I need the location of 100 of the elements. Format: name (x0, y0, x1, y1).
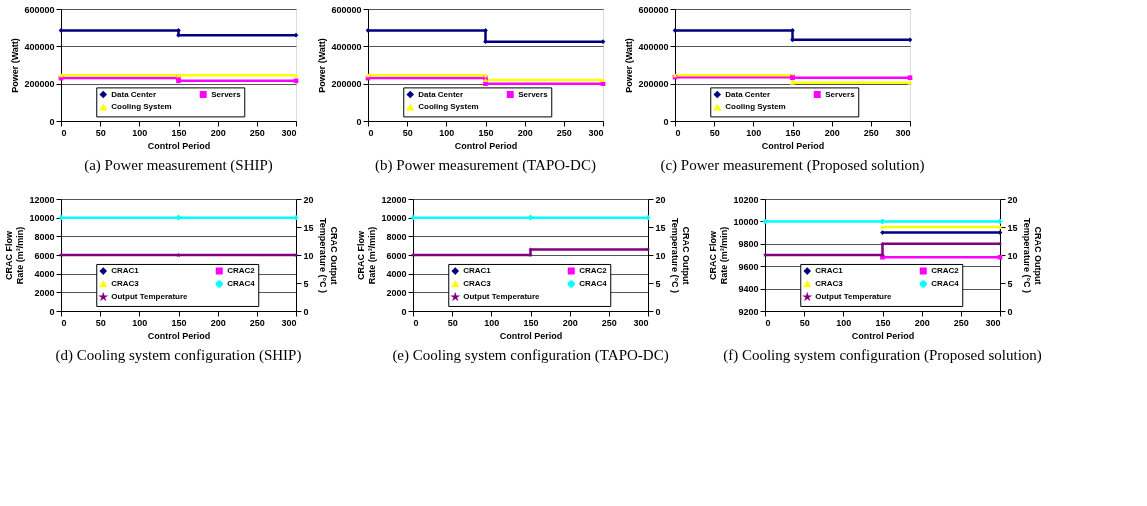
x-axis-title: Control Period (761, 140, 825, 151)
y2-tick-label: 10 (1007, 250, 1018, 261)
y-tick-label: 9200 (738, 306, 759, 317)
legend-label: Data Center (725, 89, 771, 99)
y2-axis-title: CRAC Output Temperature (°C ) (317, 218, 339, 293)
x-tick-label: 250 (249, 127, 265, 138)
legend-label: CRAC2 (931, 266, 960, 276)
text: (c) Power measurement (Proposed solution) (660, 157, 925, 174)
x-tick-label: 150 (875, 317, 891, 328)
y-tick-label: 400000 (24, 41, 55, 52)
y-tick-label: 2000 (386, 287, 407, 298)
text: (d) Cooling system configuration (SHIP) (55, 347, 302, 364)
x-tick-label: 300 (985, 317, 1001, 328)
y-tick-label: 0 (49, 306, 55, 317)
x-tick-label: 200 (517, 127, 533, 138)
x-tick-label: 200 (914, 317, 930, 328)
y-tick-label: 200000 (638, 79, 669, 90)
y-tick-label: 8000 (34, 231, 55, 242)
y-tick-label: 8000 (386, 231, 407, 242)
y-tick-label: 0 (49, 116, 55, 127)
x-tick-label: 150 (171, 127, 187, 138)
x-axis-title: Control Period (147, 140, 211, 151)
y2-tick-label: 5 (655, 278, 661, 289)
y2-tick-label: 15 (655, 222, 666, 233)
x-tick-label: 0 (368, 127, 374, 138)
y-tick-label: 2000 (34, 287, 55, 298)
y-tick-label: 10000 (29, 213, 55, 224)
y-tick-label: 10000 (733, 216, 759, 227)
legend-label: CRAC2 (579, 266, 608, 276)
y-tick-label: 600000 (24, 4, 55, 15)
x-axis-title: Control Period (147, 330, 211, 341)
x-tick-label: 100 (132, 127, 148, 138)
legend-label: CRAC3 (463, 278, 492, 288)
legend-label: Cooling System (111, 102, 172, 112)
legend-label: CRAC1 (815, 266, 844, 276)
x-tick-label: 0 (765, 317, 771, 328)
y2-tick-label: 10 (655, 250, 666, 261)
x-tick-label: 150 (523, 317, 539, 328)
x-tick-label: 0 (61, 127, 67, 138)
x-tick-label: 250 (863, 127, 879, 138)
y-tick-label: 12000 (29, 194, 55, 205)
y-axis-title: CRAC Flow Rate (m³/min) (356, 226, 378, 285)
y-tick-label: 12000 (381, 194, 407, 205)
y-axis-title: CRAC Flow Rate (m³/min) (4, 226, 26, 285)
y2-tick-label: 5 (303, 278, 309, 289)
legend-label: Cooling System (418, 102, 479, 112)
y-tick-label: 400000 (331, 41, 362, 52)
x-tick-label: 50 (709, 127, 720, 138)
text: (a) Power measurement (SHIP) (84, 157, 273, 174)
y-axis-title: Power (Watt) (624, 38, 635, 93)
legend-label: CRAC2 (227, 266, 256, 276)
y-tick-label: 600000 (331, 4, 362, 15)
x-tick-label: 50 (799, 317, 810, 328)
x-tick-label: 100 (746, 127, 762, 138)
x-tick-label: 0 (61, 317, 67, 328)
x-tick-label: 50 (95, 317, 106, 328)
legend-label: Output Temperature (463, 291, 541, 301)
y-tick-label: 9800 (738, 239, 759, 250)
x-tick-label: 300 (281, 127, 297, 138)
x-tick-label: 0 (413, 317, 419, 328)
x-tick-label: 150 (478, 127, 494, 138)
y2-tick-label: 0 (1007, 306, 1013, 317)
y2-axis-title: CRAC Output Temperature (°C ) (669, 218, 691, 293)
y2-tick-label: 15 (303, 222, 314, 233)
x-tick-label: 250 (953, 317, 969, 328)
legend-label: Cooling System (725, 102, 786, 112)
y-tick-label: 600000 (638, 4, 669, 15)
x-tick-label: 250 (249, 317, 265, 328)
legend-label: Servers (211, 89, 242, 99)
legend-label: Output Temperature (815, 291, 893, 301)
legend-label: Servers (518, 89, 549, 99)
legend-label: CRAC4 (579, 278, 608, 288)
x-tick-label: 300 (588, 127, 604, 138)
x-tick-label: 250 (601, 317, 617, 328)
y-tick-label: 4000 (386, 269, 407, 280)
legend-label: CRAC4 (227, 278, 256, 288)
y-tick-label: 9400 (738, 284, 759, 295)
y-tick-label: 6000 (34, 250, 55, 261)
y-axis-title: Power (Watt) (10, 38, 21, 93)
x-tick-label: 0 (675, 127, 681, 138)
y2-tick-label: 0 (303, 306, 309, 317)
x-tick-label: 50 (95, 127, 106, 138)
y2-tick-label: 20 (655, 194, 666, 205)
x-tick-label: 300 (633, 317, 649, 328)
x-tick-label: 100 (132, 317, 148, 328)
x-tick-label: 100 (484, 317, 500, 328)
y-tick-label: 0 (663, 116, 669, 127)
x-axis-title: Control Period (851, 330, 915, 341)
x-axis-title: Control Period (499, 330, 563, 341)
legend-label: Output Temperature (111, 291, 189, 301)
y-tick-label: 200000 (24, 79, 55, 90)
legend-label: CRAC3 (111, 278, 140, 288)
x-tick-label: 100 (439, 127, 455, 138)
y-tick-label: 400000 (638, 41, 669, 52)
x-tick-label: 100 (836, 317, 852, 328)
y-tick-label: 0 (356, 116, 362, 127)
x-tick-label: 150 (785, 127, 801, 138)
x-tick-label: 50 (447, 317, 458, 328)
legend-label: Data Center (111, 89, 157, 99)
x-tick-label: 150 (171, 317, 187, 328)
